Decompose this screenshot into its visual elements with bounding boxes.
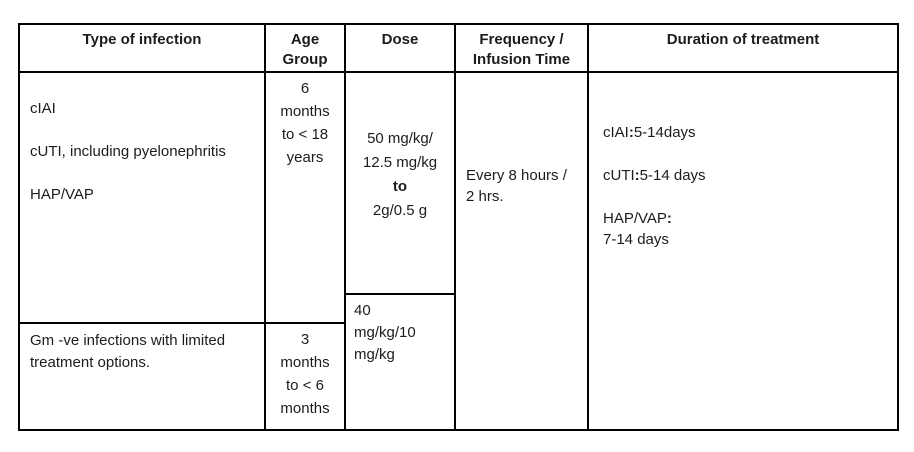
age-row2-line2: months [280, 354, 330, 371]
age-row1-line3: to < 18 [281, 126, 329, 143]
frequency-line1: Every 8 hours / [466, 167, 567, 184]
column-frequency: Frequency / Infusion Time Every 8 hours … [456, 25, 589, 429]
cell-dose-infants: 40 mg/kg/10 mg/kg [346, 295, 454, 429]
age-row2-line3: to < 6 [286, 377, 324, 394]
duration-cuti-colon: : [634, 167, 640, 184]
duration-hap-vap-label-line: HAP/VAP: [603, 210, 672, 227]
dosing-table: Type of infection cIAI cUTI, including p… [18, 23, 899, 431]
column-age-group: Age Group 6 months to < 18 years 3 month… [266, 25, 346, 429]
age-row1-line1: 6 [300, 80, 310, 97]
duration-cuti: cUTI:5-14 days [603, 167, 706, 184]
cell-dose-older-children: 50 mg/kg/ 12.5 mg/kg to 2g/0.5 g [346, 73, 454, 295]
header-dose: Dose [346, 25, 454, 73]
age-row1-line4: years [286, 149, 324, 166]
column-dose: Dose 50 mg/kg/ 12.5 mg/kg to 2g/0.5 g 40… [346, 25, 456, 429]
cell-frequency: Every 8 hours / 2 hrs. [456, 73, 587, 429]
cell-infection-types-row1: cIAI cUTI, including pyelonephritis HAP/… [20, 73, 264, 324]
header-type-of-infection: Type of infection [20, 25, 264, 73]
dose-infant-line2: mg/kg/10 [354, 324, 416, 341]
age-row1-line2: months [280, 103, 330, 120]
infection-gm-ve-line1: Gm -ve infections with limited [30, 332, 226, 349]
infection-gm-ve-line2: treatment options. [30, 354, 151, 371]
cell-age-group-row1: 6 months to < 18 years [266, 73, 344, 324]
infection-cuti: cUTI, including pyelonephritis [30, 143, 226, 160]
cell-age-group-row2: 3 months to < 6 months [266, 324, 344, 429]
duration-hap-vap-colon: : [666, 210, 672, 227]
column-type-of-infection: Type of infection cIAI cUTI, including p… [20, 25, 266, 429]
dose-infant-line3: mg/kg [354, 346, 395, 363]
column-duration: Duration of treatment cIAI:5-14days cUTI… [589, 25, 897, 429]
dose-range-low-line1: 50 mg/kg/ [367, 130, 433, 147]
duration-ciai-colon: : [628, 124, 634, 141]
infection-ciai: cIAI [30, 100, 56, 117]
dose-range-low-line2: 12.5 mg/kg [362, 154, 438, 171]
header-age-group: Age Group [266, 25, 344, 73]
age-row2-line4: months [280, 400, 330, 417]
duration-hap-vap-value-line: 7-14 days [603, 231, 669, 248]
duration-hap-vap: HAP/VAP: 7-14 days [603, 208, 887, 250]
infection-hap-vap: HAP/VAP [30, 186, 94, 203]
header-frequency: Frequency / Infusion Time [456, 25, 587, 73]
cell-infection-types-row2: Gm -ve infections with limited treatment… [20, 324, 264, 429]
dose-range-connector: to [392, 178, 408, 195]
frequency-line2: 2 hrs. [466, 188, 504, 205]
dose-range-high: 2g/0.5 g [372, 202, 428, 219]
header-duration: Duration of treatment [589, 25, 897, 73]
dose-infant-line1: 40 [354, 302, 371, 319]
cell-duration: cIAI:5-14days cUTI:5-14 days HAP/VAP: 7-… [589, 73, 897, 429]
age-row2-line1: 3 [300, 331, 310, 348]
duration-ciai: cIAI:5-14days [603, 124, 696, 141]
